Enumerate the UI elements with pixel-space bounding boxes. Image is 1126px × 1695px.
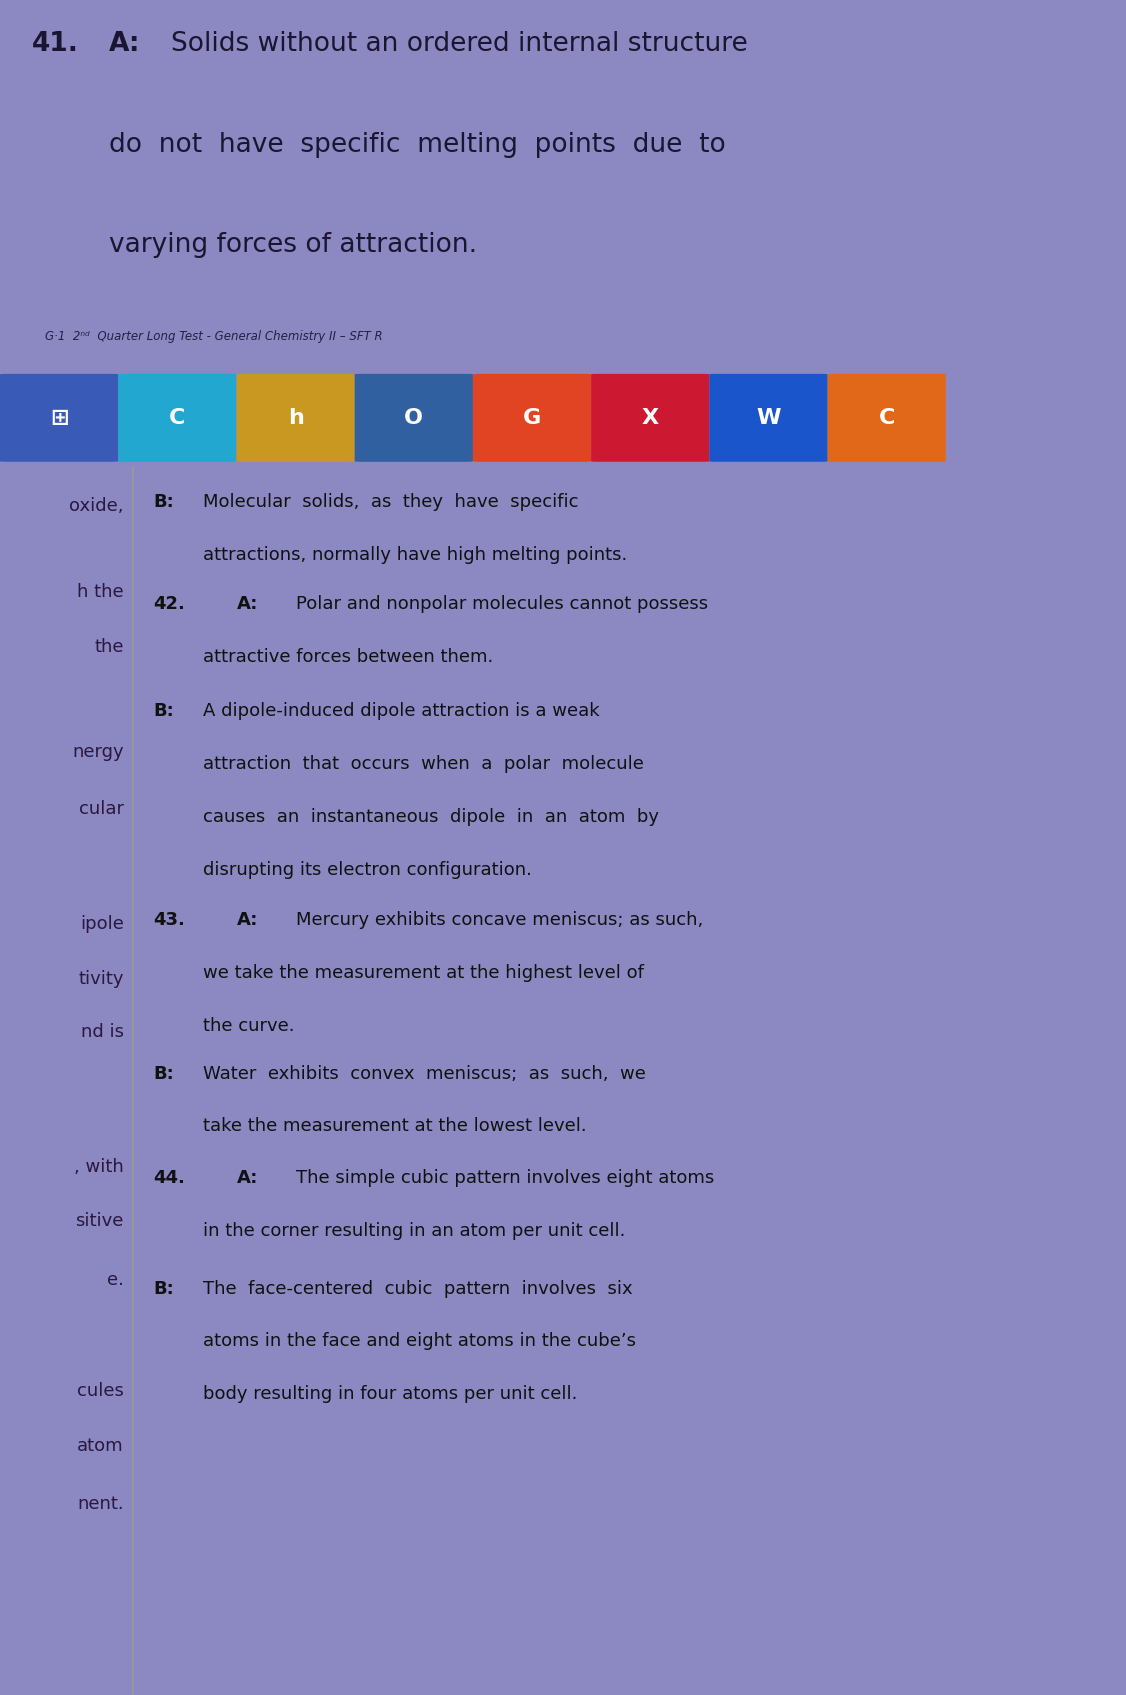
Text: do  not  have  specific  melting  points  due  to: do not have specific melting points due …	[109, 132, 726, 158]
FancyBboxPatch shape	[355, 375, 473, 461]
Text: h the: h the	[78, 583, 124, 600]
Text: atoms in the face and eight atoms in the cube’s: atoms in the face and eight atoms in the…	[203, 1332, 636, 1351]
Text: sitive: sitive	[75, 1212, 124, 1231]
Text: G: G	[522, 408, 542, 427]
Text: X: X	[642, 408, 659, 427]
Text: 41.: 41.	[32, 32, 79, 58]
FancyBboxPatch shape	[473, 375, 591, 461]
Text: A:: A:	[236, 1170, 258, 1186]
Text: , with: , with	[74, 1158, 124, 1176]
Text: 42.: 42.	[153, 595, 185, 614]
Text: A:: A:	[236, 595, 258, 614]
Text: e.: e.	[107, 1271, 124, 1288]
Text: The simple cubic pattern involves eight atoms: The simple cubic pattern involves eight …	[296, 1170, 714, 1186]
FancyBboxPatch shape	[236, 375, 355, 461]
Text: attraction  that  occurs  when  a  polar  molecule: attraction that occurs when a polar mole…	[203, 754, 644, 773]
Text: O: O	[404, 408, 423, 427]
FancyBboxPatch shape	[828, 375, 946, 461]
Text: cules: cules	[77, 1381, 124, 1400]
Text: the: the	[95, 639, 124, 656]
Text: ipole: ipole	[80, 915, 124, 932]
Text: A:: A:	[236, 910, 258, 929]
Text: atom: atom	[78, 1437, 124, 1454]
Text: attractions, normally have high melting points.: attractions, normally have high melting …	[203, 546, 627, 564]
Text: varying forces of attraction.: varying forces of attraction.	[109, 232, 477, 258]
Text: B:: B:	[153, 1064, 173, 1083]
Text: C: C	[878, 408, 895, 427]
Text: Molecular  solids,  as  they  have  specific: Molecular solids, as they have specific	[203, 493, 578, 512]
Text: B:: B:	[153, 702, 173, 720]
Text: A:: A:	[109, 32, 141, 58]
Text: 43.: 43.	[153, 910, 185, 929]
Text: Water  exhibits  convex  meniscus;  as  such,  we: Water exhibits convex meniscus; as such,…	[203, 1064, 645, 1083]
FancyBboxPatch shape	[709, 375, 828, 461]
Text: in the corner resulting in an atom per unit cell.: in the corner resulting in an atom per u…	[203, 1222, 625, 1239]
Text: Mercury exhibits concave meniscus; as such,: Mercury exhibits concave meniscus; as su…	[296, 910, 704, 929]
Text: W: W	[757, 408, 780, 427]
Text: C: C	[169, 408, 186, 427]
Text: disrupting its electron configuration.: disrupting its electron configuration.	[203, 861, 531, 878]
Text: cular: cular	[79, 800, 124, 819]
Text: Solids without an ordered internal structure: Solids without an ordered internal struc…	[171, 32, 748, 58]
Text: 44.: 44.	[153, 1170, 185, 1186]
Text: B:: B:	[153, 1280, 173, 1298]
Text: causes  an  instantaneous  dipole  in  an  atom  by: causes an instantaneous dipole in an ato…	[203, 809, 659, 825]
Text: B:: B:	[153, 493, 173, 512]
Text: The  face-centered  cubic  pattern  involves  six: The face-centered cubic pattern involves…	[203, 1280, 633, 1298]
Text: the curve.: the curve.	[203, 1017, 294, 1034]
Text: ⊞: ⊞	[50, 408, 69, 427]
Text: nergy: nergy	[72, 742, 124, 761]
Text: take the measurement at the lowest level.: take the measurement at the lowest level…	[203, 1117, 587, 1136]
Text: oxide,: oxide,	[70, 497, 124, 515]
Text: nent.: nent.	[78, 1495, 124, 1512]
Text: h: h	[287, 408, 304, 427]
FancyBboxPatch shape	[0, 375, 118, 461]
Text: nd is: nd is	[81, 1022, 124, 1041]
Text: Polar and nonpolar molecules cannot possess: Polar and nonpolar molecules cannot poss…	[296, 595, 708, 614]
Text: we take the measurement at the highest level of: we take the measurement at the highest l…	[203, 964, 644, 981]
Text: attractive forces between them.: attractive forces between them.	[203, 647, 493, 666]
Text: tivity: tivity	[79, 970, 124, 988]
Text: body resulting in four atoms per unit cell.: body resulting in four atoms per unit ce…	[203, 1385, 577, 1403]
FancyBboxPatch shape	[118, 375, 236, 461]
FancyBboxPatch shape	[591, 375, 709, 461]
Text: G·1  2ⁿᵈ  Quarter Long Test - General Chemistry II – SFT R: G·1 2ⁿᵈ Quarter Long Test - General Chem…	[45, 331, 383, 344]
Text: A dipole-induced dipole attraction is a weak: A dipole-induced dipole attraction is a …	[203, 702, 599, 720]
